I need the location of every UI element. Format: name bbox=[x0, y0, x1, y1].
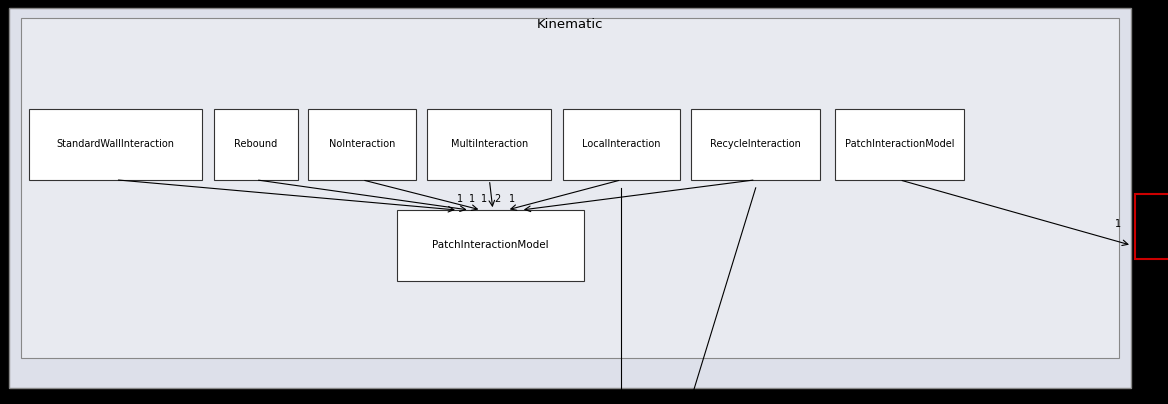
Text: NoInteraction: NoInteraction bbox=[329, 139, 395, 149]
Bar bbox=[397, 210, 584, 281]
Text: 2: 2 bbox=[494, 194, 501, 204]
Text: 1: 1 bbox=[508, 194, 515, 204]
Bar bbox=[1135, 194, 1168, 259]
Text: 1: 1 bbox=[457, 194, 464, 204]
Bar bbox=[835, 109, 964, 180]
Bar bbox=[214, 109, 298, 180]
Text: MultiInteraction: MultiInteraction bbox=[451, 139, 528, 149]
Bar bbox=[29, 109, 202, 180]
Text: Kinematic: Kinematic bbox=[537, 18, 603, 31]
Text: 1: 1 bbox=[480, 194, 487, 204]
Bar bbox=[691, 109, 820, 180]
Bar bbox=[308, 109, 416, 180]
Bar bbox=[21, 18, 1119, 358]
Text: 1: 1 bbox=[468, 194, 475, 204]
Text: Rebound: Rebound bbox=[234, 139, 278, 149]
Text: PatchInteractionModel: PatchInteractionModel bbox=[432, 240, 549, 250]
Bar bbox=[427, 109, 551, 180]
Bar bbox=[563, 109, 680, 180]
Text: StandardWallInteraction: StandardWallInteraction bbox=[56, 139, 175, 149]
Text: PatchInteractionModel: PatchInteractionModel bbox=[844, 139, 954, 149]
Text: 1: 1 bbox=[1114, 219, 1121, 229]
Text: LocalInteraction: LocalInteraction bbox=[582, 139, 661, 149]
Text: RecycleInteraction: RecycleInteraction bbox=[710, 139, 801, 149]
